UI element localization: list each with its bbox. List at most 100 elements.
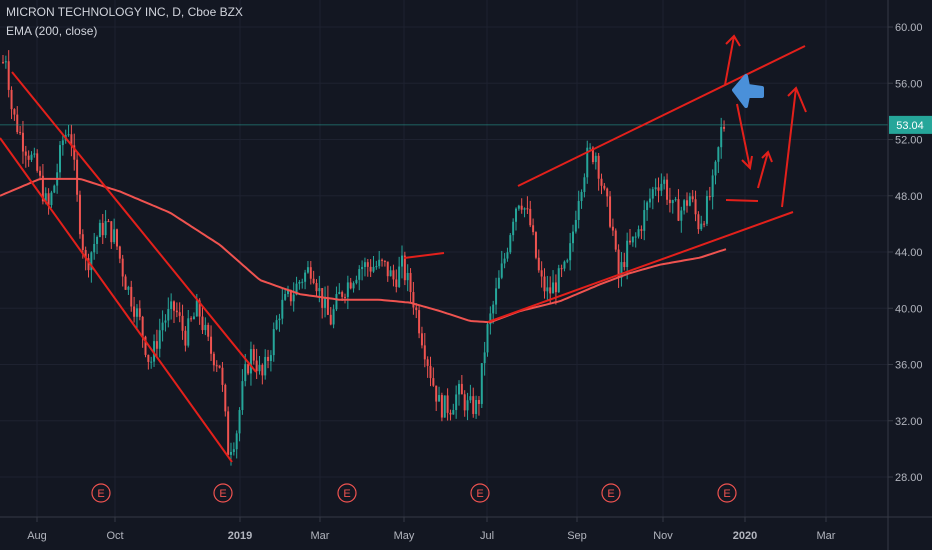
candle-up [700,223,703,230]
candle-down [78,194,81,235]
candle-down [597,155,600,179]
candle-up [506,252,509,259]
candle-down [341,292,344,297]
downtrend-lower-line [0,137,233,463]
projection-arrow-rise-head [761,150,773,163]
candle-down [218,365,221,368]
candle-up [67,134,70,136]
candle-up [158,330,161,349]
candle-down [2,62,4,64]
price-tick-label: 40.00 [895,303,923,315]
candle-down [603,185,606,189]
price-tick-label: 32.00 [895,416,923,428]
earnings-label: E [97,488,104,500]
candle-up [663,179,666,184]
candle-up [33,153,36,155]
candle-up [275,320,278,330]
candle-down [155,341,158,349]
candle-up [96,236,99,244]
candle-up [187,318,190,346]
candle-up [580,191,583,202]
candle-up [332,309,335,325]
candle-down [435,385,438,402]
candle-up [50,192,53,206]
earnings-label: E [476,488,483,500]
candle-down [449,412,452,415]
earnings-marker: E [337,483,357,503]
earnings-circle [213,483,233,503]
candle-up [292,294,295,302]
candle-down [412,292,415,308]
candle-down [107,221,110,223]
candle-down [526,208,529,210]
candle-down [591,147,594,163]
candle-up [167,309,170,321]
candle-up [688,196,691,206]
candle-up [497,277,500,289]
candle-down [13,109,16,115]
projection-arrow-up-head [725,34,741,47]
candle-down [532,225,535,233]
candle-down [39,170,42,176]
symbol-title[interactable]: MICRON TECHNOLOGY INC, D, Cboe BZX [6,5,243,19]
candle-up [705,196,708,224]
time-axis[interactable]: Aug Oct 2019 Mar May Jul Sep Nov 2020 Mar [27,517,836,542]
candle-up [512,221,515,236]
candle-up [452,410,455,415]
candle-down [201,316,204,331]
candle-up [61,140,64,146]
candle-up [232,449,235,452]
earnings-marker: E [717,483,737,503]
candle-up [295,283,298,295]
price-axis[interactable]: 60.00 56.00 52.00 48.00 44.00 40.00 36.00 32.00… [888,22,923,484]
candle-up [363,262,366,267]
candle-down [609,196,612,227]
indicator-label[interactable]: EMA (200, close) [6,24,98,38]
earnings-marker: E [601,483,621,503]
candle-up [346,282,349,298]
candle-down [703,223,706,225]
candle-up [475,400,478,414]
candle-down [198,300,201,317]
candle-up [500,263,503,278]
price-tick-label: 36.00 [895,360,923,372]
candle-up [318,288,321,292]
candle-up [406,272,409,281]
candle-up [503,258,506,264]
candle-up [523,208,526,210]
earnings-label: E [343,488,350,500]
candle-down [309,267,312,279]
candle-down [600,178,603,186]
candle-up [634,236,637,238]
candle-up [586,147,589,178]
candle-up [680,210,683,221]
support-mark [725,199,759,202]
candle-down [691,196,694,200]
candle-up [258,365,261,372]
candle-up [443,395,446,418]
candle-down [472,396,475,414]
earnings-marker: E [91,483,111,503]
candle-down [440,395,443,418]
candle-up [244,364,247,382]
candle-down [261,365,264,376]
candle-up [631,236,634,243]
candle-up [552,282,555,294]
candle-down [7,61,10,90]
candle-down [116,229,118,247]
candle-down [138,308,141,317]
candle-up [192,316,195,320]
uptrend-lower-line [487,211,794,323]
candle-up [164,320,167,323]
candle-down [395,279,398,287]
candle-up [714,161,717,176]
candle-up [30,154,33,160]
candle-down [110,221,113,243]
candle-down [677,199,680,221]
candle-down [210,336,213,354]
candle-down [21,132,24,152]
candle-up [150,361,153,363]
candle-down [697,214,700,230]
candle-up [230,451,232,455]
